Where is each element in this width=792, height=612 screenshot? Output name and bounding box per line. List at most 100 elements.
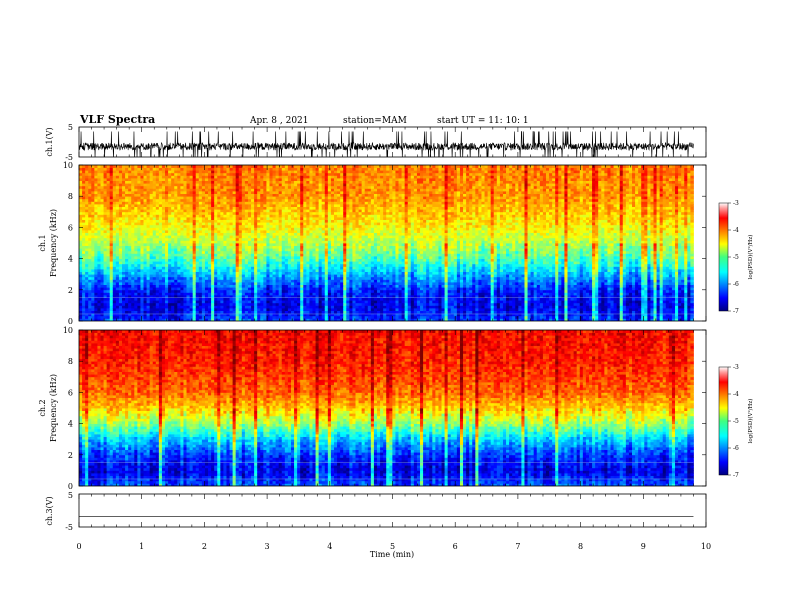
spectrogram-cell [115, 302, 120, 306]
spectrogram-cell [303, 217, 307, 220]
spectrogram-cell [88, 292, 92, 296]
spectrogram-cell [226, 289, 230, 293]
spectrogram-cell [180, 193, 184, 197]
spectrogram-cell [94, 282, 98, 285]
spectrogram-cell [297, 175, 301, 179]
spectrogram-cell [208, 310, 212, 314]
spectrogram-cell [330, 289, 335, 293]
spectrogram-cell [79, 214, 83, 218]
spectrogram-cell [91, 253, 95, 257]
spectrogram-cell [324, 185, 329, 189]
spectrogram-cell [214, 175, 218, 179]
spectrogram-cell [235, 165, 240, 168]
spectrogram-cell [143, 172, 147, 176]
spectrogram-cell [112, 269, 117, 272]
spectrogram-cell [330, 214, 335, 218]
spectrogram-cell [257, 289, 261, 293]
spectrogram-cell [146, 300, 151, 304]
spectrogram-cell [290, 165, 295, 168]
spectrogram-cell [174, 211, 178, 215]
spectrogram-cell [146, 230, 151, 233]
spectrogram-cell [204, 188, 209, 192]
spectrogram-cell [247, 232, 252, 236]
spectrogram-cell [300, 318, 304, 321]
spectrogram-cell [217, 180, 221, 184]
spectrogram-cell [131, 297, 135, 301]
spectrogram-cell [103, 211, 108, 215]
spectrogram-cell [115, 248, 120, 252]
spectrogram-cell [330, 297, 335, 301]
spectrogram-cell [257, 300, 261, 304]
spectrogram-cell [309, 217, 313, 220]
spectrogram-cell [257, 308, 261, 311]
spectrogram-cell [146, 289, 151, 293]
spectrogram-cell [235, 276, 240, 280]
spectrogram-cell [165, 250, 169, 254]
spectrogram-cell [180, 240, 184, 244]
spectrogram-cell [287, 219, 292, 223]
spectrogram-cell [208, 266, 212, 270]
spectrogram-cell [238, 261, 243, 265]
spectrogram-cell [303, 292, 307, 296]
spectrogram-cell [260, 318, 264, 321]
spectrogram-cell [330, 219, 335, 223]
spectrogram-cell [303, 310, 307, 314]
spectrogram-cell [318, 214, 323, 218]
spectrogram-cell [85, 170, 89, 174]
spectrogram-cell [106, 170, 111, 174]
spectrogram-cell [158, 305, 163, 309]
spectrogram-cell [201, 217, 206, 220]
spectrogram-cell [91, 243, 95, 246]
spectrogram-cell [122, 302, 126, 306]
spectrogram-cell [91, 170, 95, 174]
spectrogram-cell [112, 308, 117, 311]
spectrogram-cell [189, 196, 194, 200]
spectrogram-cell [330, 183, 335, 187]
spectrogram-cell [143, 217, 147, 220]
spectrogram-cell [186, 256, 190, 259]
spectrogram-cell [82, 232, 86, 236]
spectrogram-cell [155, 266, 160, 270]
spectrogram-cell [312, 305, 316, 309]
spectrogram-cell [312, 256, 316, 259]
spectrogram-cell [177, 214, 181, 218]
spectrogram-cell [171, 315, 175, 319]
spectrogram-cell [303, 258, 307, 262]
spectrogram-cell [125, 188, 129, 192]
spectrogram-cell [131, 269, 135, 272]
spectrogram-cell [189, 295, 194, 298]
spectrogram-cell [103, 183, 108, 187]
spectrogram-cell [321, 276, 326, 280]
spectrogram-cell [327, 237, 332, 241]
spectrogram-cell [112, 295, 117, 298]
spectrogram-cell [158, 235, 163, 239]
spectrogram-cell [263, 222, 267, 226]
spectrogram-cell [165, 188, 169, 192]
spectrogram-cell [290, 206, 295, 210]
spectrogram-cell [260, 313, 264, 317]
spectrogram-cell [275, 227, 280, 231]
spectrogram-cell [174, 193, 178, 197]
spectrogram-cell [180, 175, 184, 179]
spectrogram-cell [186, 250, 190, 254]
spectrogram-cell [284, 295, 289, 298]
spectrogram-cell [109, 263, 114, 267]
spectrogram-cell [223, 305, 227, 309]
spectrogram-cell [134, 222, 138, 226]
spectrogram-cell [266, 165, 270, 168]
spectrogram-cell [91, 201, 95, 205]
spectrogram-cell [208, 261, 212, 265]
spectrogram-cell [171, 175, 175, 179]
spectrogram-cell [168, 219, 172, 223]
spectrogram-cell [232, 167, 237, 171]
spectrogram-cell [297, 276, 301, 280]
spectrogram-cell [192, 188, 197, 192]
spectrogram-cell [88, 253, 92, 257]
spectrogram-cell [168, 227, 172, 231]
spectrogram-cell [115, 284, 120, 288]
spectrogram-cell [247, 193, 252, 197]
spectrogram-cell [94, 165, 98, 168]
spectrogram-cell [91, 235, 95, 239]
spectrogram-cell [220, 271, 224, 275]
spectrogram-cell [318, 172, 323, 176]
